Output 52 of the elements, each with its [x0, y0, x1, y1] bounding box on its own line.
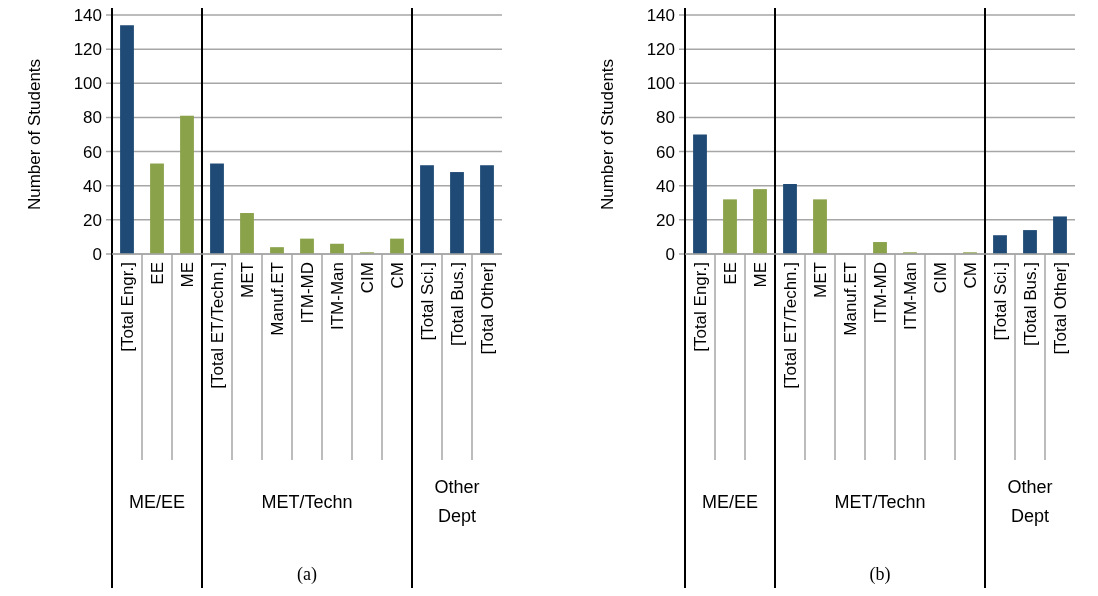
x-tick-label: [Total Sci.]: [990, 262, 1010, 341]
x-tick-label: [Total Other]: [1050, 262, 1070, 355]
y-tick-label: 60: [656, 142, 675, 162]
y-tick-label: 120: [646, 40, 675, 60]
x-tick-label: ITM-MD: [870, 262, 890, 324]
x-tick-label: CM: [960, 262, 980, 289]
text: MET/Techn: [261, 492, 353, 513]
x-tick-label: EE: [720, 262, 740, 285]
x-tick-label: ITM-Man: [327, 262, 347, 330]
x-tick-label: [Total Sci.]: [417, 262, 437, 341]
x-tick-label: ITM-Man: [900, 262, 920, 330]
x-tick-label: EE: [147, 262, 167, 285]
y-tick-label: 0: [92, 244, 102, 264]
x-tick-label: [Total Other]: [477, 262, 497, 355]
y-tick-label: 0: [665, 244, 675, 264]
x-tick-label: [Total Bus.]: [447, 262, 467, 347]
x-tick-label: [Total ET/Techn.]: [780, 262, 800, 389]
text: ME/EE: [128, 492, 186, 513]
x-tick-label: ME: [177, 262, 197, 288]
text: Other Dept: [434, 477, 480, 527]
y-tick-label: 140: [646, 5, 675, 25]
x-tick-label: MET: [237, 262, 257, 298]
text: (b): [869, 564, 891, 585]
x-tick-label: [Total Engr.]: [690, 262, 710, 352]
x-tick-label: [Total ET/Techn.]: [207, 262, 227, 389]
y-tick-label: 100: [646, 74, 675, 94]
y-tick-label: 80: [656, 108, 675, 128]
text: ME/EE: [701, 492, 759, 513]
y-axis-title: Number of Students: [598, 58, 617, 211]
y-tick-label: 20: [83, 210, 102, 230]
x-tick-label: ITM-MD: [297, 262, 317, 324]
x-tick-label: CM: [387, 262, 407, 289]
x-tick-label: [Total Engr.]: [117, 262, 137, 352]
y-tick-label: 60: [83, 142, 102, 162]
x-tick-label: CIM: [930, 262, 950, 294]
x-tick-label: Manuf.ET: [840, 262, 860, 336]
y-axis-title: Number of Students: [25, 58, 44, 211]
y-tick-label: 80: [83, 108, 102, 128]
x-tick-label: Manuf.ET: [267, 262, 287, 336]
text: Other Dept: [1007, 477, 1053, 527]
x-tick-label: MET: [810, 262, 830, 298]
x-tick-label: [Total Bus.]: [1020, 262, 1040, 347]
text: MET/Techn: [834, 492, 926, 513]
y-tick-label: 100: [73, 74, 102, 94]
x-tick-label: ME: [750, 262, 770, 288]
x-tick-label: CIM: [357, 262, 377, 294]
y-tick-label: 140: [73, 5, 102, 25]
y-tick-label: 120: [73, 40, 102, 60]
y-tick-label: 20: [656, 210, 675, 230]
y-tick-label: 40: [656, 176, 675, 196]
text: (a): [297, 564, 317, 585]
y-tick-label: 40: [83, 176, 102, 196]
